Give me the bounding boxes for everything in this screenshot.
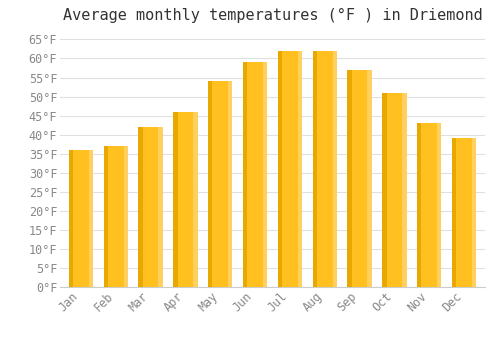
Bar — [104, 146, 128, 287]
Bar — [68, 150, 73, 287]
Bar — [437, 123, 442, 287]
Bar — [208, 81, 212, 287]
Bar — [312, 51, 317, 287]
Bar — [312, 51, 337, 287]
Bar — [417, 123, 442, 287]
Bar — [382, 93, 406, 287]
Bar — [138, 127, 163, 287]
Bar — [332, 51, 337, 287]
Bar — [193, 112, 198, 287]
Bar — [124, 146, 128, 287]
Bar — [382, 93, 386, 287]
Bar — [452, 139, 476, 287]
Bar — [158, 127, 163, 287]
Bar — [263, 62, 268, 287]
Bar — [228, 81, 232, 287]
Bar — [417, 123, 422, 287]
Bar — [368, 70, 372, 287]
Bar — [208, 81, 233, 287]
Bar — [243, 62, 268, 287]
Bar — [278, 51, 302, 287]
Bar — [472, 139, 476, 287]
Bar — [68, 150, 93, 287]
Bar — [88, 150, 93, 287]
Bar — [173, 112, 178, 287]
Bar — [402, 93, 406, 287]
Bar — [278, 51, 282, 287]
Title: Average monthly temperatures (°F ) in Driemond: Average monthly temperatures (°F ) in Dr… — [62, 8, 482, 23]
Bar — [348, 70, 372, 287]
Bar — [138, 127, 143, 287]
Bar — [104, 146, 108, 287]
Bar — [348, 70, 352, 287]
Bar — [243, 62, 248, 287]
Bar — [452, 139, 456, 287]
Bar — [298, 51, 302, 287]
Bar — [173, 112, 198, 287]
